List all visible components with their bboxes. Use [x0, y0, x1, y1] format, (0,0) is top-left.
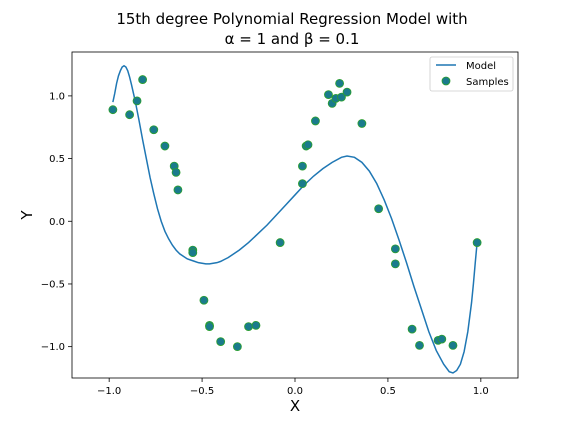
axes: −1.0 −0.5 0.0 0.5 1.0 −1.0 −0.5 0.0 0.5 1.0 — [41, 91, 489, 397]
sample-point — [298, 162, 306, 170]
sample-point — [233, 343, 241, 351]
y-axis-label: Y — [18, 210, 36, 221]
sample-point — [438, 335, 446, 343]
legend: Model Samples — [430, 57, 513, 91]
sample-point — [324, 91, 332, 99]
sample-point — [391, 260, 399, 268]
x-tick-label: 0.5 — [380, 386, 396, 397]
sample-point — [276, 239, 284, 247]
x-tick-label: 0.0 — [287, 386, 303, 397]
sample-point — [133, 97, 141, 105]
sample-point — [109, 106, 117, 114]
sample-point — [189, 249, 197, 257]
y-tick-label: −0.5 — [41, 279, 65, 290]
model-line — [113, 66, 477, 373]
sample-point — [343, 88, 351, 96]
plot-area — [109, 66, 481, 373]
sample-point — [200, 296, 208, 304]
sample-point — [217, 338, 225, 346]
sample-point — [391, 245, 399, 253]
sample-point — [206, 323, 214, 331]
sample-point — [174, 186, 182, 194]
sample-point — [126, 111, 134, 119]
chart-title-line1: 15th degree Polynomial Regression Model … — [116, 10, 467, 28]
y-tick-label: 1.0 — [49, 91, 65, 102]
x-axis-label: X — [290, 397, 300, 415]
sample-point — [311, 117, 319, 125]
legend-model-label: Model — [466, 61, 496, 72]
y-tick-label: −1.0 — [41, 342, 65, 353]
sample-point — [245, 323, 253, 331]
sample-point — [161, 142, 169, 150]
sample-point — [375, 205, 383, 213]
x-tick-label: −1.0 — [97, 386, 121, 397]
sample-point — [304, 141, 312, 149]
sample-point — [449, 341, 457, 349]
sample-point — [416, 341, 424, 349]
chart-title-line2: α = 1 and β = 0.1 — [225, 30, 360, 48]
sample-point — [358, 119, 366, 127]
sample-point — [408, 325, 416, 333]
sample-point — [298, 180, 306, 188]
sample-point — [473, 239, 481, 247]
sample-point — [252, 321, 260, 329]
x-tick-label: 1.0 — [473, 386, 489, 397]
y-tick-label: 0.0 — [49, 217, 65, 228]
sample-point — [139, 76, 147, 84]
x-tick-label: −0.5 — [190, 386, 214, 397]
sample-point — [150, 126, 158, 134]
sample-point — [336, 79, 344, 87]
sample-point — [172, 168, 180, 176]
legend-samples-marker — [442, 77, 450, 85]
y-tick-label: 0.5 — [49, 154, 65, 165]
legend-samples-label: Samples — [466, 77, 509, 88]
